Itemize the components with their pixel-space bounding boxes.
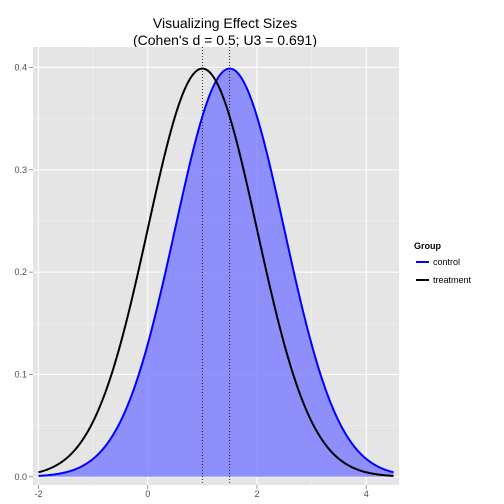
x-tick-label: 0	[145, 489, 150, 499]
y-axis: 0.0 0.1 0.2 0.3 0.4	[14, 62, 27, 481]
legend-label-control: control	[433, 257, 460, 267]
legend: Group control treatment	[414, 241, 472, 285]
x-tick-label: 2	[254, 489, 259, 499]
x-tick-label: 4	[364, 489, 369, 499]
y-tick-label: 0.3	[14, 165, 27, 175]
x-axis: -2 0 2 4	[34, 489, 368, 499]
tick-marks	[29, 67, 367, 489]
series-line-treatment	[38, 67, 394, 477]
y-tick-label: 0.2	[14, 267, 27, 277]
chart-title: Visualizing Effect Sizes	[153, 15, 297, 31]
chart-subtitle: (Cohen's d = 0.5; U3 = 0.691)	[133, 32, 317, 48]
y-tick-label: 0.1	[14, 369, 27, 379]
overlap-shaded-area	[38, 68, 394, 477]
y-tick-label: 0.0	[14, 472, 27, 482]
legend-title: Group	[414, 241, 441, 251]
mean-lines	[201, 47, 231, 485]
y-tick-label: 0.4	[14, 62, 27, 72]
legend-label-treatment: treatment	[433, 275, 472, 285]
x-tick-label: -2	[34, 489, 42, 499]
